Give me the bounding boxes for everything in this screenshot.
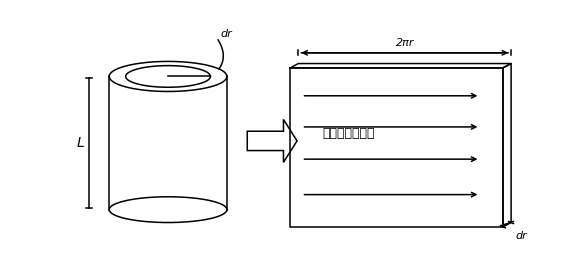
Text: dr: dr <box>516 231 527 241</box>
Text: 涂流产生的方向: 涂流产生的方向 <box>322 127 374 140</box>
Text: dr: dr <box>220 29 232 39</box>
Text: L: L <box>77 136 85 150</box>
Text: 2πr: 2πr <box>395 38 414 48</box>
Polygon shape <box>247 119 297 162</box>
